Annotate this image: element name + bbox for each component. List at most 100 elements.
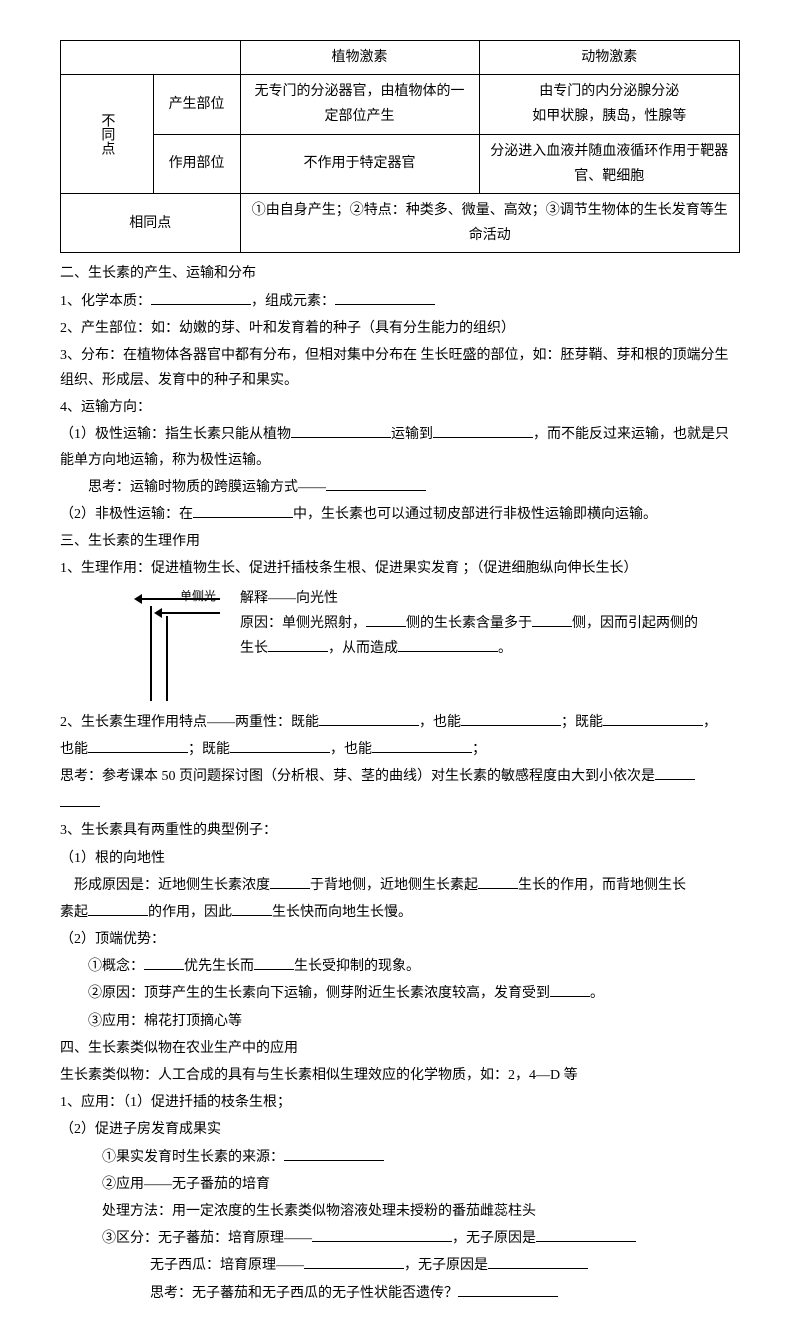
- sec2-4-think: 思考：运输时物质的跨膜运输方式——: [60, 475, 740, 500]
- text: 思考：运输时物质的跨膜运输方式——: [88, 480, 326, 495]
- text: ，: [703, 715, 717, 730]
- blank: [232, 901, 272, 916]
- sec4-2: （2）促进子房发育成果实: [60, 1117, 740, 1142]
- text: ②原因：顶芽产生的生长素向下运输，侧芽附近生长素浓度较高，发育受到: [88, 986, 550, 1001]
- blank: [254, 955, 294, 970]
- sec4-2-3a: ③区分：无子蕃茄：培育原理——，无子原因是: [60, 1226, 740, 1251]
- sec2-4-2: （2）非极性运输：在中，生长素也可以通过韧皮部进行非极性运输即横向运输。: [60, 502, 740, 527]
- stem-line: [150, 606, 152, 701]
- blank: [312, 1227, 452, 1242]
- sec2-item1: 1、化学本质：，组成元素：: [60, 289, 740, 314]
- sec3-3-1: （1）根的向地性: [60, 846, 740, 871]
- blank: [550, 982, 590, 997]
- comparison-table: 植物激素 动物激素 不同点 产生部位 无专门的分泌器官，由植物体的一定部位产生 …: [60, 40, 740, 253]
- sec4-2-2: ②应用——无子番茄的培育: [60, 1172, 740, 1197]
- table-header-plant: 植物激素: [240, 41, 479, 75]
- sec3-3-2-3: ③应用：棉花打顶摘心等: [60, 1009, 740, 1034]
- diagram-line3: 生长，从而造成。: [240, 636, 720, 661]
- sec3-item2: 2、生长素生理作用特点——两重性：既能，也能；既能，: [60, 710, 740, 735]
- blank: [536, 1227, 636, 1242]
- text: 运输到: [391, 427, 433, 442]
- text: 无子西瓜：培育原理——: [150, 1258, 304, 1273]
- blank: [478, 874, 518, 889]
- sec4-2-3e: 思考：无子蕃茄和无子西瓜的无子性状能否遗传？: [60, 1281, 740, 1306]
- sec4-2-3c: 无子西瓜：培育原理—— ，无子原因是: [60, 1253, 740, 1278]
- blank: [144, 955, 184, 970]
- blank: [230, 738, 330, 753]
- sec3-think: 思考：参考课本 50 页问题探讨图（分析根、芽、茎的曲线）对生长素的敏感程度由大…: [60, 764, 740, 789]
- text: ；既能: [188, 742, 230, 757]
- text: 的作用，因此: [148, 905, 232, 920]
- row2-label: 作用部位: [153, 134, 240, 193]
- sec4-intro: 生长素类似物：人工合成的具有与生长素相似生理效应的化学物质，如：2，4—D 等: [60, 1063, 740, 1088]
- text: 生长: [240, 641, 268, 656]
- blank: [60, 792, 100, 807]
- blank: [270, 874, 310, 889]
- diagram-label: 单侧光: [180, 586, 216, 608]
- row1-animal: 由专门的内分泌腺分泌如甲状腺，胰岛，性腺等: [479, 75, 740, 134]
- row3-content: ①由自身产生；②特点：种类多、微量、高效；③调节生物体的生长发育等生命活动: [240, 193, 739, 252]
- blank: [88, 738, 188, 753]
- sec2-item2: 2、产生部位：如：幼嫩的芽、叶和发育着的种子（具有分生能力的组织）: [60, 316, 740, 341]
- text: 生长快而向地生长慢。: [272, 905, 412, 920]
- blank: [366, 612, 406, 627]
- blank: [268, 637, 328, 652]
- blank: [433, 423, 533, 438]
- text: ；: [472, 742, 486, 757]
- blank: [335, 290, 435, 305]
- sec3-3-2-1: ①概念：优先生长而生长受抑制的现象。: [60, 954, 740, 979]
- blank: [193, 503, 293, 518]
- blank: [398, 637, 498, 652]
- sec3-3-1-detail2: 素起的作用，因此生长快而向地生长慢。: [60, 900, 740, 925]
- blank: [603, 711, 703, 726]
- row2-animal: 分泌进入血液并随血液循环作用于靶器官、靶细胞: [479, 134, 740, 193]
- row1-label: 产生部位: [153, 75, 240, 134]
- stem-line: [166, 616, 168, 701]
- diagram-line2: 原因：单侧光照射，侧的生长素含量多于侧，因而引起两侧的: [240, 611, 720, 636]
- diagram-line1: 解释——向光性: [240, 586, 720, 611]
- text: ；既能: [561, 715, 603, 730]
- sec2-item3: 3、分布：在植物体各器官中都有分布，但相对集中分布在 生长旺盛的部位，如：胚芽鞘…: [60, 343, 740, 393]
- blank: [488, 1254, 588, 1269]
- table-blank-header: [61, 41, 241, 75]
- section4-title: 四、生长素类似物在农业生产中的应用: [60, 1036, 740, 1061]
- sec3-3-2-2: ②原因：顶芽产生的生长素向下运输，侧芽附近生长素浓度较高，发育受到。: [60, 981, 740, 1006]
- text: 原因：单侧光照射，: [240, 616, 366, 631]
- blank-line: [60, 791, 740, 816]
- sec3-3-2: （2）顶端优势：: [60, 927, 740, 952]
- light-diagram: 单侧光 解释——向光性 原因：单侧光照射，侧的生长素含量多于侧，因而引起两侧的 …: [140, 586, 740, 706]
- text: 思考：参考课本 50 页问题探讨图（分析根、芽、茎的曲线）对生长素的敏感程度由大…: [60, 769, 655, 784]
- sec4-1: 1、应用：（1）促进扦插的枝条生根；: [60, 1090, 740, 1115]
- text: 优先生长而: [184, 959, 254, 974]
- text: ①果实发育时生长素的来源：: [102, 1150, 284, 1165]
- blank: [88, 901, 148, 916]
- text: ，也能: [330, 742, 372, 757]
- blank: [284, 1146, 384, 1161]
- blank: [458, 1282, 558, 1297]
- text: ，无子原因是: [404, 1258, 488, 1273]
- text: ③区分：无子蕃茄：培育原理——: [102, 1231, 312, 1246]
- blank: [461, 711, 561, 726]
- sec2-1b-text: ，组成元素：: [251, 294, 335, 309]
- arrow-icon: [140, 598, 220, 600]
- blank: [304, 1254, 404, 1269]
- diagram-text: 解释——向光性 原因：单侧光照射，侧的生长素含量多于侧，因而引起两侧的 生长 ，从…: [240, 586, 720, 662]
- text: ，也能: [419, 715, 461, 730]
- blank: [319, 711, 419, 726]
- text: 侧，因而引起两侧的: [572, 616, 698, 631]
- blank: [291, 423, 391, 438]
- section3-title: 三、生长素的生理作用: [60, 529, 740, 554]
- section2-title: 二、生长素的产生、运输和分布: [60, 261, 740, 286]
- text: （2）非极性运输：在: [60, 507, 193, 522]
- text: 生长的作用，而背地侧生长: [518, 878, 686, 893]
- row2-plant: 不作用于特定器官: [240, 134, 479, 193]
- text: （1）极性运输：指生长素只能从植物: [60, 427, 291, 442]
- table-header-animal: 动物激素: [479, 41, 740, 75]
- sec3-item3: 3、生长素具有两重性的典型例子：: [60, 818, 740, 843]
- text: ，从而造成: [328, 641, 398, 656]
- sec3-item2b: 也能；既能，也能；: [60, 737, 740, 762]
- blank: [532, 612, 572, 627]
- text: 生长受抑制的现象。: [294, 959, 420, 974]
- sec2-4-1: （1）极性运输：指生长素只能从植物运输到，而不能反过来运输，也就是只能单方向地运…: [60, 422, 740, 472]
- blank: [655, 765, 695, 780]
